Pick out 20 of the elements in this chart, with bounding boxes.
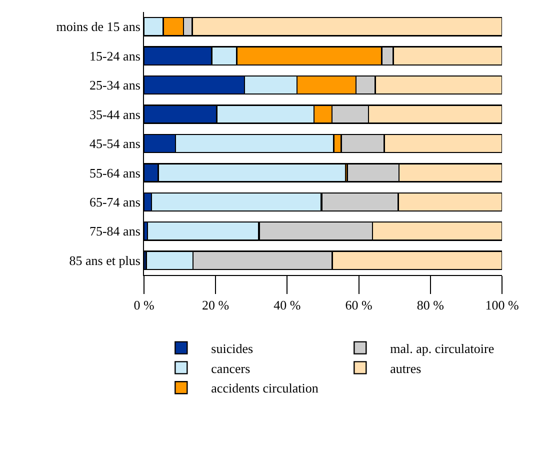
x-tick-label: 80 % bbox=[416, 298, 444, 313]
x-tick-label: 20 % bbox=[202, 298, 230, 313]
legend-label: cancers bbox=[211, 360, 250, 376]
x-tick-label: 40 % bbox=[274, 298, 301, 313]
y-tick-label: 55-64 ans bbox=[89, 165, 140, 180]
y-tick-label: 75-84 ans bbox=[89, 224, 140, 239]
legend-label: autres bbox=[390, 360, 422, 376]
y-tick-label: 45-54 ans bbox=[89, 136, 140, 152]
y-tick-label: 85 ans et plus bbox=[69, 252, 140, 268]
x-tick-label: 100 % bbox=[485, 298, 519, 313]
y-tick-label: moins de 15 ans bbox=[56, 19, 140, 34]
y-tick-label: 35-44 ans bbox=[89, 106, 140, 122]
x-tick-label: 60 % bbox=[345, 298, 373, 313]
y-tick-label: 65-74 ans bbox=[89, 194, 140, 210]
legend-label: suicides bbox=[211, 340, 254, 356]
legend-label: mal. ap. circulatoire bbox=[390, 340, 494, 356]
y-tick-label: 15-24 ans bbox=[89, 48, 140, 64]
legend-label: accidents circulation bbox=[211, 380, 319, 396]
y-tick-label: 25-34 ans bbox=[89, 78, 140, 93]
x-tick-label: 0 % bbox=[134, 298, 154, 313]
